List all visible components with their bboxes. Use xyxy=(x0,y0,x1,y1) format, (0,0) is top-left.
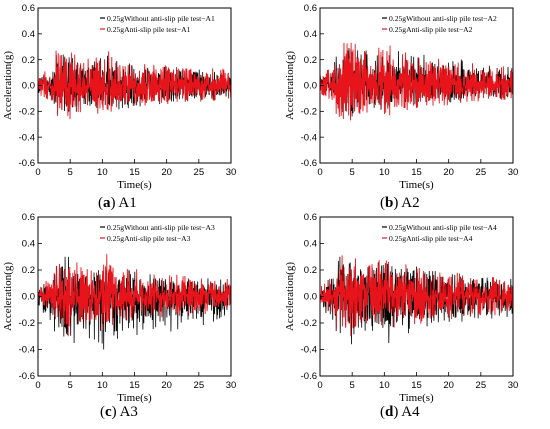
series-line-anti-slip xyxy=(320,255,513,337)
y-tick-label: 0.4 xyxy=(22,239,35,250)
caption-b: (b) A2 xyxy=(380,195,420,211)
legend-entry: 0.25gWithout anti-slip pile test−A2 xyxy=(389,14,497,23)
x-tick-label: 5 xyxy=(68,167,73,178)
y-axis-label: Acceleration(g) xyxy=(284,262,296,331)
y-tick-label: -0.6 xyxy=(301,158,317,169)
y-tick-label: 0.6 xyxy=(22,3,35,14)
y-tick-label: 0.6 xyxy=(22,212,35,223)
series-line-anti-slip xyxy=(320,42,513,121)
y-tick-label: -0.4 xyxy=(301,132,317,143)
y-axis-label: Acceleration(g) xyxy=(284,51,296,120)
y-axis-label: Acceleration(g) xyxy=(2,51,14,120)
legend-entry: 0.25gAnti-slip pile test−A2 xyxy=(389,25,473,34)
y-tick-label: -0.2 xyxy=(301,318,317,329)
x-tick-label: 0 xyxy=(317,380,322,391)
y-tick-label: 0.2 xyxy=(22,265,35,276)
y-tick-label: 0.0 xyxy=(304,81,317,92)
legend-entry: 0.25gAnti-slip pile test−A1 xyxy=(107,25,191,34)
caption-name: A1 xyxy=(118,195,137,211)
legend-entry: 0.25gAnti-slip pile test−A3 xyxy=(107,234,191,243)
caption-letter: c xyxy=(105,404,112,420)
x-tick-label: 15 xyxy=(411,167,422,178)
x-tick-label: 15 xyxy=(129,380,140,391)
chart-panel-a1: 0 5 10 15 20 25 30 -0.6 -0.4 -0.2 0.0 0.2 0.4 0.6 Time… xyxy=(2,3,236,191)
y-tick-label: -0.6 xyxy=(301,371,317,382)
y-tick-label: -0.6 xyxy=(19,158,35,169)
x-tick-label: 30 xyxy=(226,167,237,178)
caption-letter: b xyxy=(385,195,394,211)
x-tick-label: 0 xyxy=(35,167,40,178)
y-tick-label: -0.6 xyxy=(19,371,35,382)
x-tick-label: 5 xyxy=(68,380,73,391)
x-tick-label: 10 xyxy=(379,167,390,178)
x-tick-label: 20 xyxy=(161,167,172,178)
y-tick-label: 0.4 xyxy=(304,29,317,40)
x-tick-label: 25 xyxy=(476,167,487,178)
y-tick-label: -0.2 xyxy=(19,107,35,118)
x-tick-label: 20 xyxy=(443,380,454,391)
y-tick-label: -0.4 xyxy=(301,345,317,356)
x-tick-label: 30 xyxy=(508,380,519,391)
chart-panel-a4: 0 5 10 15 20 25 30 -0.6 -0.4 -0.2 0.0 0.2 0.4 0.6 Time… xyxy=(284,212,518,404)
x-tick-label: 15 xyxy=(129,167,140,178)
y-tick-label: 0.2 xyxy=(304,265,317,276)
x-tick-label: 10 xyxy=(379,380,390,391)
caption-name: A3 xyxy=(119,404,138,420)
y-tick-label: -0.4 xyxy=(19,132,35,143)
legend-entry: 0.25gWithout anti-slip pile test−A1 xyxy=(107,14,215,23)
y-axis-label: Acceleration(g) xyxy=(2,262,14,331)
series-line-anti-slip xyxy=(38,50,231,120)
x-tick-label: 25 xyxy=(194,380,205,391)
y-tick-label: 0.4 xyxy=(304,239,317,250)
x-tick-label: 5 xyxy=(350,167,355,178)
y-tick-label: -0.2 xyxy=(19,318,35,329)
y-tick-label: -0.4 xyxy=(19,345,35,356)
caption-name: A2 xyxy=(401,195,420,211)
x-tick-label: 0 xyxy=(35,380,40,391)
caption-name: A4 xyxy=(401,404,420,420)
legend-entry: 0.25gWithout anti-slip pile test−A4 xyxy=(389,223,497,232)
x-tick-label: 5 xyxy=(350,380,355,391)
x-tick-label: 25 xyxy=(194,167,205,178)
x-tick-label: 25 xyxy=(476,380,487,391)
x-tick-label: 30 xyxy=(226,380,237,391)
y-tick-label: 0.6 xyxy=(304,3,317,14)
caption-a: (a) A1 xyxy=(98,195,137,211)
x-tick-label: 20 xyxy=(161,380,172,391)
y-tick-label: 0.2 xyxy=(22,55,35,66)
caption-d: (d) A4 xyxy=(380,404,420,420)
y-tick-label: 0.0 xyxy=(22,81,35,92)
series-line-anti-slip xyxy=(38,254,231,337)
x-axis-label: Time(s) xyxy=(399,179,434,191)
caption-letter: a xyxy=(103,195,111,211)
x-tick-label: 0 xyxy=(317,167,322,178)
x-tick-label: 15 xyxy=(411,380,422,391)
chart-panel-a2: 0 5 10 15 20 25 30 -0.6 -0.4 -0.2 0.0 0.2 0.4 0.6 Time… xyxy=(284,3,518,191)
y-tick-label: 0.6 xyxy=(304,212,317,223)
x-tick-label: 10 xyxy=(97,380,108,391)
x-tick-label: 30 xyxy=(508,167,519,178)
legend-entry: 0.25gWithout anti-slip pile test−A3 xyxy=(107,223,215,232)
legend-entry: 0.25gAnti-slip pile test−A4 xyxy=(389,234,473,243)
y-tick-label: 0.0 xyxy=(304,292,317,303)
x-axis-label: Time(s) xyxy=(117,179,152,191)
y-tick-label: 0.2 xyxy=(304,55,317,66)
y-tick-label: 0.4 xyxy=(22,29,35,40)
x-tick-label: 10 xyxy=(97,167,108,178)
caption-letter: d xyxy=(385,404,394,420)
chart-panel-a3: 0 5 10 15 20 25 30 -0.6 -0.4 -0.2 0.0 0.2 0.4 0.6 Time… xyxy=(2,212,236,404)
caption-c: (c) A3 xyxy=(100,404,138,420)
y-tick-label: 0.0 xyxy=(22,292,35,303)
x-tick-label: 20 xyxy=(443,167,454,178)
x-axis-label: Time(s) xyxy=(117,392,152,404)
y-tick-label: -0.2 xyxy=(301,107,317,118)
x-axis-label: Time(s) xyxy=(399,392,434,404)
